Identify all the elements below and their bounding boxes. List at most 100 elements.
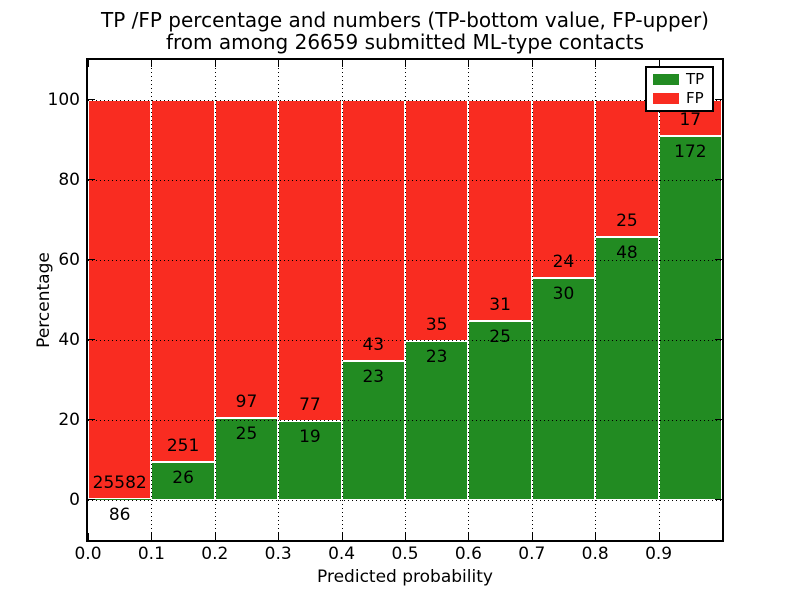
x-tick-bottom <box>341 533 343 540</box>
fp-count-label: 251 <box>166 436 200 457</box>
gridline-vertical <box>151 60 153 540</box>
fp-count-label: 97 <box>235 392 258 413</box>
tp-count-label: 86 <box>108 504 131 525</box>
x-tick-top <box>405 60 406 67</box>
y-tick-left <box>88 179 95 180</box>
x-tick-label: 0.9 <box>645 544 673 564</box>
x-tick-top <box>595 60 597 67</box>
fp-count-label: 77 <box>299 394 321 415</box>
y-tick-right <box>715 99 722 100</box>
tp-count-label: 172 <box>674 141 707 162</box>
bar-segment-fp <box>341 100 405 361</box>
x-tick-label: 0.7 <box>518 544 546 564</box>
bar-segment-fp <box>214 100 279 419</box>
gridline-vertical <box>468 60 470 540</box>
gridline-vertical <box>214 60 216 540</box>
x-tick-label: 0.4 <box>328 544 356 564</box>
tp-count-label: 30 <box>552 283 575 304</box>
bar-segment-fp <box>531 100 596 278</box>
x-tick-top <box>214 60 216 67</box>
x-tick-label: 0.8 <box>581 544 609 564</box>
x-tick-bottom <box>88 533 89 540</box>
legend-item-fp: FP <box>653 91 704 106</box>
x-tick-bottom <box>468 533 470 540</box>
x-tick-top <box>151 60 153 67</box>
y-tick-label: 80 <box>58 170 80 190</box>
x-tick-bottom <box>405 533 406 540</box>
x-tick-bottom <box>595 533 597 540</box>
tp-count-label: 25 <box>489 327 511 348</box>
gridline-vertical <box>341 60 343 540</box>
x-tick-top <box>468 60 470 67</box>
x-axis-label: Predicted probability <box>317 567 493 587</box>
x-tick-top <box>88 60 89 67</box>
plot-area: 25582 86 251 26 97 25 77 19 43 23 35 23 31 25 24 30 25 48… <box>86 58 724 542</box>
x-tick-label: 0.1 <box>137 544 165 564</box>
bar-segment-tp <box>151 462 215 500</box>
y-tick-left <box>88 259 95 260</box>
y-tick-left <box>88 419 95 420</box>
y-tick-label: 40 <box>58 330 80 350</box>
bar-segment-fp <box>405 100 469 342</box>
legend-swatch-fp-icon <box>653 93 679 104</box>
bar-segment-fp <box>595 100 659 237</box>
y-tick-right <box>715 179 722 180</box>
x-tick-bottom <box>151 533 153 540</box>
y-tick-label: 0 <box>69 490 80 510</box>
bar-segment-tp <box>531 277 596 500</box>
chart-title: TP /FP percentage and numbers (TP-bottom… <box>88 9 722 53</box>
bar-segment-fp <box>468 100 532 322</box>
bar-segment-fp <box>151 100 215 463</box>
bar-segment-tp <box>468 321 532 500</box>
bar-segment-tp <box>341 360 405 500</box>
tp-count-label: 19 <box>299 426 321 447</box>
bar-segment-tp <box>278 420 342 500</box>
fp-count-label: 31 <box>489 295 511 316</box>
tp-count-label: 48 <box>616 243 638 263</box>
y-tick-right <box>715 419 722 420</box>
gridline-vertical <box>595 60 597 540</box>
x-tick-top <box>278 60 280 67</box>
y-tick-left <box>88 339 95 340</box>
x-tick-label: 0.6 <box>454 544 482 564</box>
legend-item-tp: TP <box>653 72 704 87</box>
bar-segment-tp <box>595 237 659 500</box>
bar-segment-tp <box>88 498 152 500</box>
gridline-vertical <box>278 60 280 540</box>
y-tick-left <box>88 99 95 100</box>
tp-count-label: 26 <box>172 468 194 489</box>
fp-count-label: 17 <box>679 109 702 130</box>
x-tick-top <box>341 60 343 67</box>
fp-count-label: 35 <box>425 315 448 336</box>
x-tick-top <box>658 60 660 67</box>
y-tick-label: 60 <box>58 250 80 270</box>
gridline-vertical <box>658 60 660 540</box>
legend-swatch-tp-icon <box>653 74 679 85</box>
gridline-vertical <box>531 60 533 540</box>
legend-label-fp: FP <box>686 89 704 107</box>
y-tick-label: 20 <box>58 410 80 430</box>
fp-count-label: 25 <box>616 211 638 231</box>
x-tick-bottom <box>214 533 216 540</box>
y-tick-left <box>88 499 95 500</box>
x-tick-label: 0.5 <box>391 544 419 564</box>
x-tick-bottom <box>531 533 533 540</box>
y-tick-right <box>715 259 722 260</box>
fp-count-label: 25582 <box>92 472 147 493</box>
y-tick-label: 100 <box>47 90 80 110</box>
legend: TP FP <box>645 66 715 112</box>
tp-count-label: 23 <box>362 366 385 387</box>
bar-segment-tp <box>658 135 722 500</box>
x-tick-label: 0.3 <box>264 544 292 564</box>
chart-title-line1: TP /FP percentage and numbers (TP-bottom… <box>101 8 709 32</box>
tp-count-label: 25 <box>235 424 258 445</box>
x-tick-bottom <box>278 533 280 540</box>
x-tick-top <box>531 60 533 67</box>
x-tick-top <box>722 60 723 67</box>
fp-count-label: 24 <box>552 251 575 272</box>
gridline-vertical <box>405 60 406 540</box>
y-tick-right <box>715 499 722 500</box>
bar-segment-fp <box>88 100 152 499</box>
x-tick-bottom <box>722 533 723 540</box>
